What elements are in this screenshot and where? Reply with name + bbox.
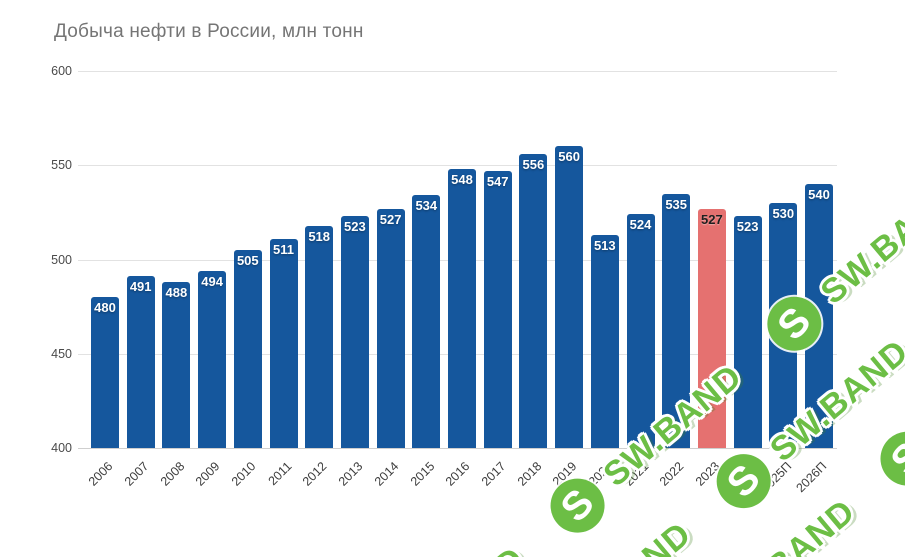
bar-value-label: 480 — [94, 300, 116, 316]
x-axis-tick-label: 2016 — [443, 459, 473, 489]
bar-2007 — [126, 276, 155, 448]
x-axis-tick-label: 2021 — [621, 459, 652, 489]
bar-value-label: 491 — [129, 279, 152, 295]
bar-value-label: 523 — [344, 219, 366, 235]
bar-value-label: 534 — [415, 198, 438, 214]
bar-2022 — [662, 193, 691, 448]
gridline-600 — [78, 71, 837, 72]
bar-2006 — [91, 297, 119, 448]
bar-2023 — [697, 208, 726, 448]
x-axis-tick-label: 2009 — [193, 459, 223, 489]
bar-2009 — [198, 270, 227, 448]
gridline-550 — [78, 165, 837, 167]
x-axis-tick-label: 2017 — [478, 459, 509, 489]
x-axis-tick-label: 2019 — [550, 459, 580, 489]
bar-2011 — [269, 238, 298, 448]
x-axis-tick-label: 2006 — [86, 459, 116, 489]
bar-2014 — [376, 208, 405, 448]
bar-value-label: 560 — [558, 149, 580, 165]
bar-value-label: 494 — [201, 273, 223, 289]
bar-2012 — [305, 225, 334, 448]
bar-2015 — [412, 195, 441, 448]
gridline-400 — [78, 448, 837, 449]
bar-2024П — [733, 216, 762, 448]
y-axis-tick-label: 600 — [51, 64, 72, 78]
bar-2008 — [162, 282, 191, 448]
x-axis-tick-label: 2024П — [722, 459, 759, 496]
bar-value-label: 527 — [379, 211, 402, 227]
chart-title: Добыча нефти в России, млн тонн — [54, 21, 364, 42]
bar-2026П — [805, 184, 833, 448]
x-axis-tick-label: 2025П — [757, 459, 794, 496]
x-axis-tick-label: 2008 — [157, 459, 188, 489]
x-axis-tick-label: 2014 — [371, 459, 402, 489]
bar-value-label: 518 — [308, 228, 331, 244]
bar-value-label: 524 — [629, 217, 652, 233]
bar-value-label: 556 — [522, 156, 545, 172]
x-axis-tick-label: 2007 — [121, 459, 152, 489]
bar-value-label: 511 — [273, 241, 294, 257]
x-axis-tick-label: 2018 — [514, 459, 545, 489]
bar-value-label: 535 — [665, 196, 688, 212]
x-axis-tick-label: 2011 — [265, 459, 295, 489]
bar-value-label: 527 — [701, 211, 723, 227]
bar-value-label: 488 — [165, 285, 188, 301]
bar-value-label: 548 — [451, 172, 473, 188]
bar-value-label: 530 — [772, 205, 795, 221]
bar-value-label: 540 — [808, 187, 830, 203]
bar-2025П — [769, 202, 798, 448]
bar-value-label: 513 — [593, 237, 616, 253]
bar-2018 — [519, 153, 548, 448]
bar-2010 — [233, 250, 262, 448]
x-axis-tick-label: 2015 — [407, 459, 437, 489]
x-axis-tick-label: 2013 — [335, 459, 366, 489]
y-axis-tick-label: 500 — [51, 252, 72, 267]
x-axis-tick-label: 2020 — [585, 459, 616, 489]
bar-value-label: 547 — [486, 173, 509, 189]
x-axis-tick-label: 2010 — [228, 459, 259, 489]
y-axis-tick-label: 400 — [51, 441, 72, 455]
x-axis-tick-label: 2023 — [692, 459, 723, 489]
bar-2017 — [483, 170, 512, 448]
x-axis-tick-label: 2026П — [793, 459, 830, 496]
bar-2016 — [448, 169, 476, 448]
bar-value-label: 523 — [736, 219, 759, 235]
x-axis-tick-label: 2022 — [657, 459, 687, 489]
bar-2019 — [555, 146, 584, 448]
x-axis-tick-label: 2012 — [300, 459, 330, 489]
bar-2021 — [626, 214, 655, 448]
bar-2013 — [340, 216, 369, 448]
bar-value-label: 505 — [236, 253, 259, 269]
bar-2020 — [590, 234, 619, 448]
y-axis-tick-label: 550 — [51, 158, 72, 173]
y-axis-tick-label: 450 — [51, 346, 72, 361]
